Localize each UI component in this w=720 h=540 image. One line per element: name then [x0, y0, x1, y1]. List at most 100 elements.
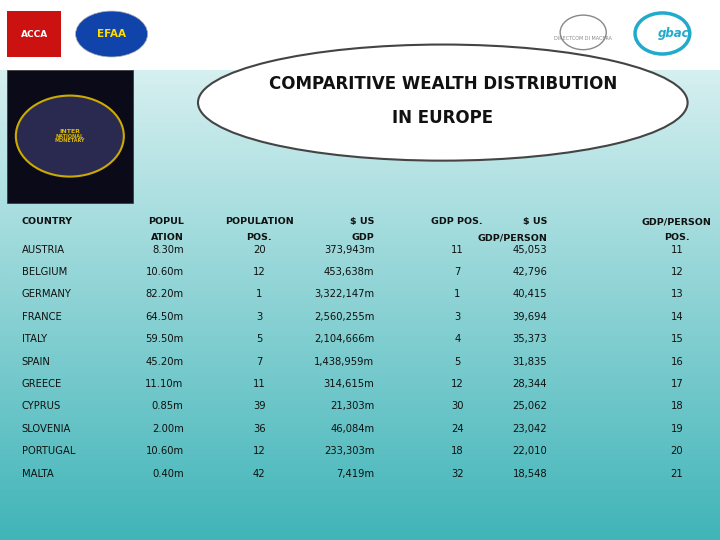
Bar: [0, 52, 720, 54]
Bar: [0, 198, 720, 200]
Bar: [0, 290, 720, 292]
Text: 10.60m: 10.60m: [145, 267, 184, 277]
Bar: [0, 351, 720, 353]
Bar: [0, 468, 720, 470]
Bar: [0, 166, 720, 167]
Text: GREECE: GREECE: [22, 379, 62, 389]
Bar: [0, 366, 720, 367]
Bar: [0, 65, 720, 66]
Text: 21: 21: [670, 469, 683, 479]
Text: 20: 20: [253, 245, 266, 255]
Bar: [0, 103, 720, 104]
Text: FRANCE: FRANCE: [22, 312, 61, 322]
Bar: [0, 157, 720, 158]
Text: GDP POS.: GDP POS.: [431, 217, 483, 226]
Text: 20: 20: [670, 446, 683, 456]
Bar: [0, 23, 720, 25]
Bar: [0, 97, 720, 99]
Bar: [0, 299, 720, 301]
Text: POS.: POS.: [246, 233, 272, 242]
Bar: [0, 333, 720, 335]
Text: SLOVENIA: SLOVENIA: [22, 424, 71, 434]
Bar: [0, 439, 720, 441]
Bar: [0, 497, 720, 498]
Bar: [0, 153, 720, 155]
Bar: [0, 119, 720, 120]
Bar: [0, 227, 720, 228]
Bar: [0, 220, 720, 221]
Text: 23,042: 23,042: [513, 424, 547, 434]
Circle shape: [16, 96, 124, 177]
Bar: [0, 211, 720, 212]
Bar: [0, 77, 720, 79]
Text: SPAIN: SPAIN: [22, 356, 50, 367]
Bar: [0, 265, 720, 266]
Text: 12: 12: [253, 267, 266, 277]
Text: 22,010: 22,010: [513, 446, 547, 456]
Bar: [0, 482, 720, 484]
Bar: [0, 515, 720, 517]
Bar: [0, 150, 720, 151]
Text: COMPARITIVE WEALTH DISTRIBUTION: COMPARITIVE WEALTH DISTRIBUTION: [269, 75, 617, 93]
Bar: [0, 70, 720, 72]
Bar: [0, 498, 720, 501]
Bar: [0, 139, 720, 140]
Bar: [0, 347, 720, 349]
Bar: [0, 223, 720, 225]
Bar: [0, 477, 720, 479]
Bar: [0, 281, 720, 282]
Bar: [0, 231, 720, 232]
Bar: [0, 336, 720, 339]
Bar: [0, 412, 720, 414]
Text: 59.50m: 59.50m: [145, 334, 184, 345]
Text: POS.: POS.: [664, 233, 690, 242]
Text: INTER: INTER: [59, 129, 81, 134]
Bar: [0, 285, 720, 286]
Bar: [0, 346, 720, 347]
Bar: [0, 308, 720, 309]
Bar: [0, 425, 720, 427]
Bar: [0, 367, 720, 369]
FancyBboxPatch shape: [0, 0, 720, 70]
Bar: [0, 261, 720, 263]
Bar: [0, 319, 720, 320]
Text: 7,419m: 7,419m: [336, 469, 374, 479]
Bar: [0, 108, 720, 110]
Bar: [0, 272, 720, 274]
Bar: [0, 448, 720, 450]
Bar: [0, 106, 720, 108]
Bar: [0, 502, 720, 504]
Bar: [0, 54, 720, 56]
Text: 1,438,959m: 1,438,959m: [314, 356, 374, 367]
Bar: [0, 34, 720, 36]
Bar: [0, 263, 720, 265]
Bar: [0, 518, 720, 520]
Ellipse shape: [198, 44, 688, 160]
Bar: [0, 218, 720, 220]
Bar: [0, 113, 720, 115]
Bar: [0, 427, 720, 428]
Text: 21,303m: 21,303m: [330, 402, 374, 411]
Bar: [0, 378, 720, 380]
Bar: [0, 45, 720, 47]
Text: 4: 4: [454, 334, 460, 345]
Bar: [0, 463, 720, 464]
Bar: [0, 39, 720, 42]
Bar: [0, 160, 720, 162]
Text: 11: 11: [670, 245, 683, 255]
Bar: [0, 234, 720, 236]
Bar: [0, 295, 720, 297]
Bar: [0, 11, 720, 12]
Bar: [0, 528, 720, 529]
Bar: [0, 56, 720, 58]
Bar: [0, 459, 720, 461]
Bar: [0, 464, 720, 466]
Bar: [0, 335, 720, 336]
Bar: [0, 92, 720, 93]
Bar: [0, 155, 720, 157]
Bar: [0, 423, 720, 425]
Bar: [0, 436, 720, 437]
Bar: [0, 400, 720, 401]
Bar: [0, 304, 720, 306]
Bar: [0, 331, 720, 333]
